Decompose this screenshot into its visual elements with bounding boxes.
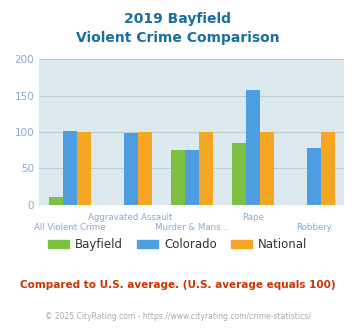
Bar bbox=[246, 90, 260, 205]
Text: Murder & Mans...: Murder & Mans... bbox=[155, 223, 229, 232]
Bar bbox=[49, 197, 62, 205]
Bar bbox=[232, 143, 246, 205]
Text: Aggravated Assault: Aggravated Assault bbox=[88, 213, 173, 222]
Text: All Violent Crime: All Violent Crime bbox=[34, 223, 105, 232]
Text: © 2025 CityRating.com - https://www.cityrating.com/crime-statistics/: © 2025 CityRating.com - https://www.city… bbox=[45, 312, 310, 321]
Bar bbox=[260, 132, 274, 205]
Bar bbox=[199, 132, 213, 205]
Text: Rape: Rape bbox=[242, 213, 264, 222]
Bar bbox=[185, 150, 199, 205]
Legend: Bayfield, Colorado, National: Bayfield, Colorado, National bbox=[43, 234, 312, 256]
Text: 2019 Bayfield
Violent Crime Comparison: 2019 Bayfield Violent Crime Comparison bbox=[76, 12, 279, 45]
Bar bbox=[321, 132, 335, 205]
Bar bbox=[77, 132, 91, 205]
Text: Robbery: Robbery bbox=[296, 223, 332, 232]
Bar bbox=[171, 150, 185, 205]
Text: Compared to U.S. average. (U.S. average equals 100): Compared to U.S. average. (U.S. average … bbox=[20, 280, 335, 290]
Bar bbox=[138, 132, 152, 205]
Bar bbox=[124, 133, 138, 205]
Bar bbox=[62, 131, 77, 205]
Bar bbox=[307, 148, 321, 205]
